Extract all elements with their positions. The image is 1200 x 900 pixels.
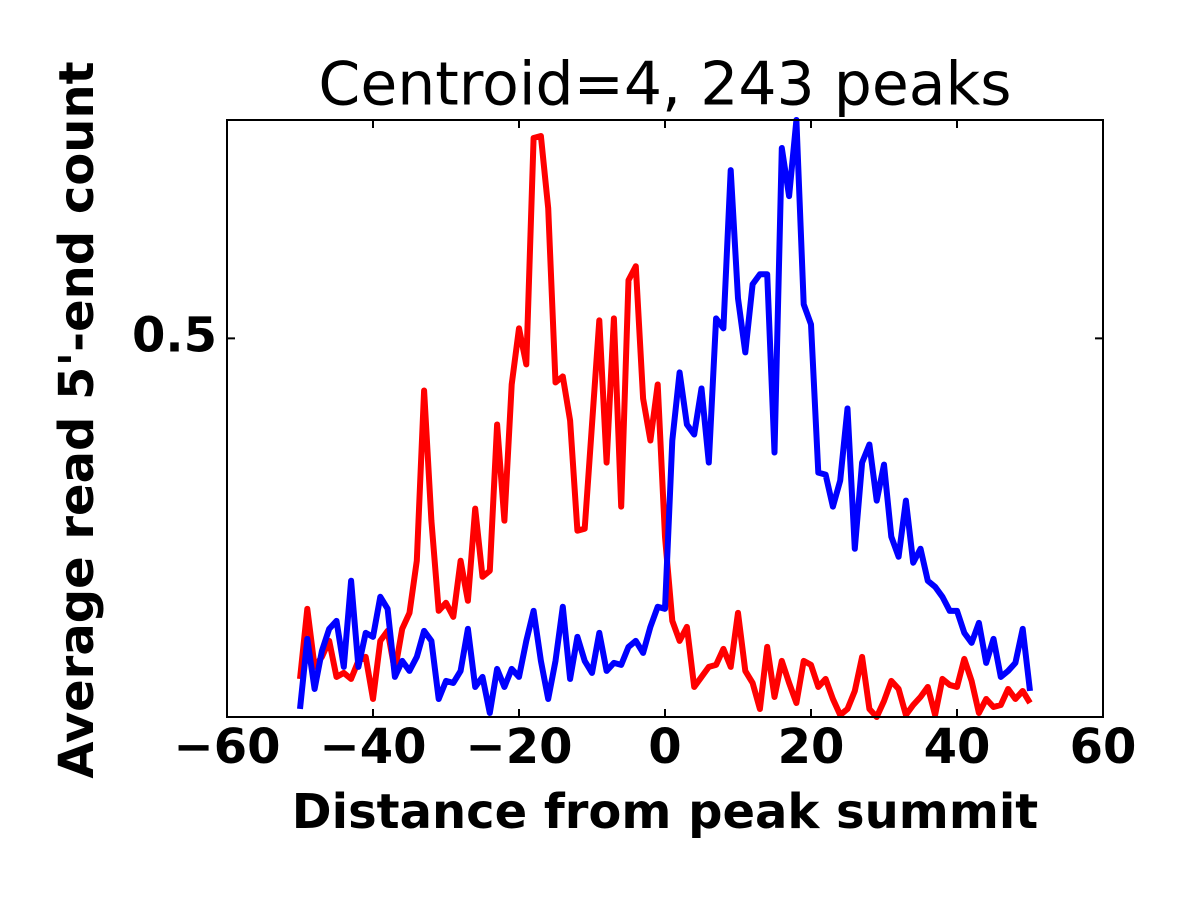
x-tick-label: 60 [1070,719,1137,775]
y-tick-label: 0.5 [132,307,217,363]
x-tick-label: −20 [465,719,572,775]
plot-frame [226,119,1104,718]
x-axis-label: Distance from peak summit [292,784,1038,840]
chart-title: Centroid=4, 243 peaks [318,50,1011,120]
x-tick-label: 20 [778,719,845,775]
x-tick-label: 0 [648,719,681,775]
x-tick-label: −40 [319,719,426,775]
x-tick-label: 40 [924,719,991,775]
y-axis-label: Average read 5'-end count [49,61,105,778]
x-tick-label: −60 [173,719,280,775]
data-line [297,117,1033,716]
data-line [297,133,1033,720]
